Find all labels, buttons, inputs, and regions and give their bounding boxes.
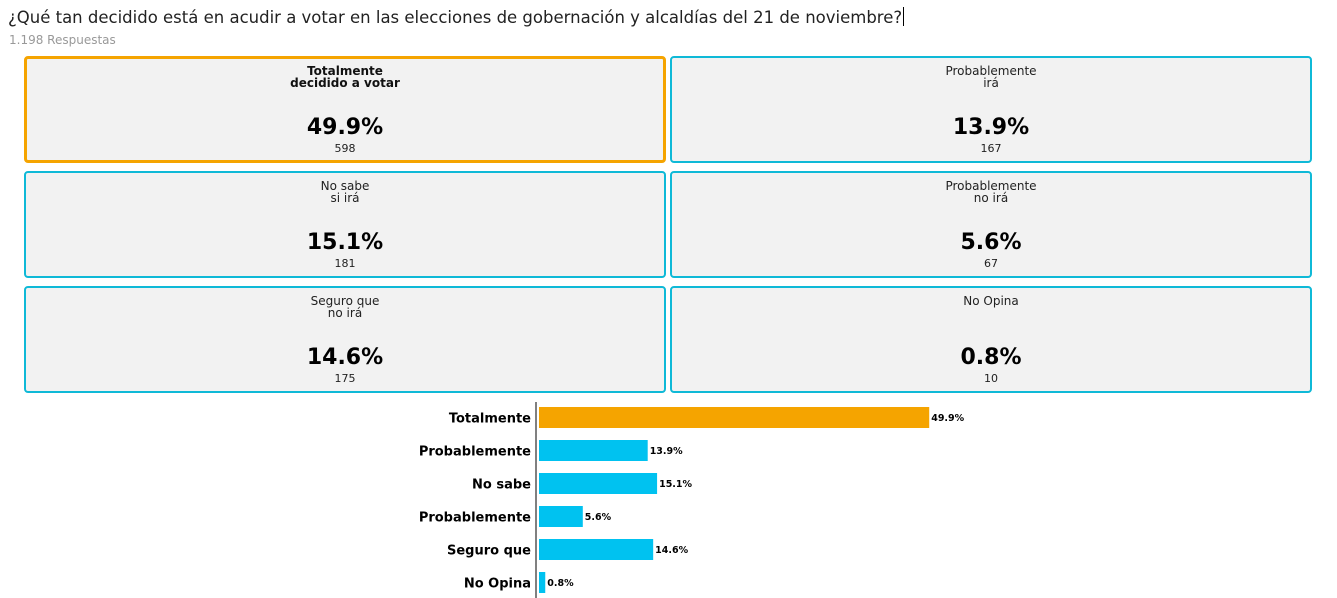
option-percent: 49.9% bbox=[306, 115, 384, 140]
option-label: Probablemente no irá bbox=[672, 180, 1310, 204]
bar[interactable] bbox=[539, 473, 658, 494]
bar[interactable] bbox=[539, 506, 583, 527]
option-card[interactable]: Seguro que no irá 14.6% 175 bbox=[24, 286, 666, 393]
option-percent: 0.8% bbox=[960, 345, 1022, 370]
bar-value-label: 5.6% bbox=[585, 512, 612, 523]
option-count: 167 bbox=[980, 142, 1002, 155]
option-count: 181 bbox=[334, 257, 356, 270]
question-text: ¿Qué tan decidido está en acudir a votar… bbox=[8, 8, 903, 27]
option-count: 10 bbox=[984, 372, 998, 385]
option-label-line: Totalmente bbox=[307, 64, 383, 78]
option-label-line: No Opina bbox=[963, 294, 1019, 308]
bar[interactable] bbox=[539, 440, 648, 461]
option-label: Probablemente irá bbox=[672, 65, 1310, 89]
bar-value-label: 49.9% bbox=[931, 413, 964, 424]
bar-category-label: Probablemente bbox=[419, 511, 531, 526]
bar[interactable] bbox=[539, 407, 930, 428]
option-card[interactable]: No Opina 0.8% 10 bbox=[670, 286, 1312, 393]
text-cursor bbox=[903, 7, 905, 26]
option-percent: 14.6% bbox=[306, 345, 384, 370]
option-count: 598 bbox=[334, 142, 356, 155]
bar-value-label: 14.6% bbox=[655, 545, 688, 556]
bar-category-label: Probablemente bbox=[419, 445, 531, 460]
option-label: Totalmente decidido a votar bbox=[27, 65, 663, 89]
option-count: 67 bbox=[984, 257, 998, 270]
option-label-line: decidido a votar bbox=[290, 76, 400, 90]
bar-category-label: Totalmente bbox=[449, 412, 531, 427]
results-bar-chart: Totalmente 49.9% Probablemente 13.9% No sabe… bbox=[419, 402, 965, 598]
answer-options-grid: Totalmente decidido a votar 49.9% 598 Probab… bbox=[24, 56, 1312, 393]
bar-value-label: 15.1% bbox=[659, 479, 692, 490]
option-percent: 5.6% bbox=[960, 230, 1022, 255]
responses-count: 1.198 Respuestas bbox=[9, 33, 116, 47]
option-card[interactable]: Probablemente irá 13.9% 167 bbox=[670, 56, 1312, 163]
option-percent: 15.1% bbox=[306, 230, 384, 255]
option-label-line: no irá bbox=[973, 191, 1009, 205]
option-label: No Opina bbox=[672, 295, 1310, 307]
option-label: No sabe si irá bbox=[26, 180, 664, 204]
option-card[interactable]: Probablemente no irá 5.6% 67 bbox=[670, 171, 1312, 278]
option-percent: 13.9% bbox=[952, 115, 1030, 140]
bar-category-label: Seguro que bbox=[447, 544, 531, 559]
bar[interactable] bbox=[539, 539, 654, 560]
option-label-line: si irá bbox=[330, 191, 360, 205]
option-label: Seguro que no irá bbox=[26, 295, 664, 319]
option-card[interactable]: Totalmente decidido a votar 49.9% 598 bbox=[24, 56, 666, 163]
option-label-line: Probablemente bbox=[945, 64, 1037, 78]
option-label-line: Seguro que bbox=[310, 294, 380, 308]
bar-value-label: 13.9% bbox=[650, 446, 683, 457]
option-label-line: Probablemente bbox=[945, 179, 1037, 193]
bar-category-label: No sabe bbox=[472, 478, 531, 493]
option-count: 175 bbox=[334, 372, 356, 385]
question-title: ¿Qué tan decidido está en acudir a votar… bbox=[8, 7, 905, 27]
option-label-line: irá bbox=[983, 76, 999, 90]
bar-value-label: 0.8% bbox=[547, 578, 574, 589]
bar[interactable] bbox=[539, 572, 546, 593]
option-label-line: no irá bbox=[327, 306, 363, 320]
option-label-line: No sabe bbox=[320, 179, 370, 193]
option-card[interactable]: No sabe si irá 15.1% 181 bbox=[24, 171, 666, 278]
bar-category-label: No Opina bbox=[464, 577, 531, 592]
